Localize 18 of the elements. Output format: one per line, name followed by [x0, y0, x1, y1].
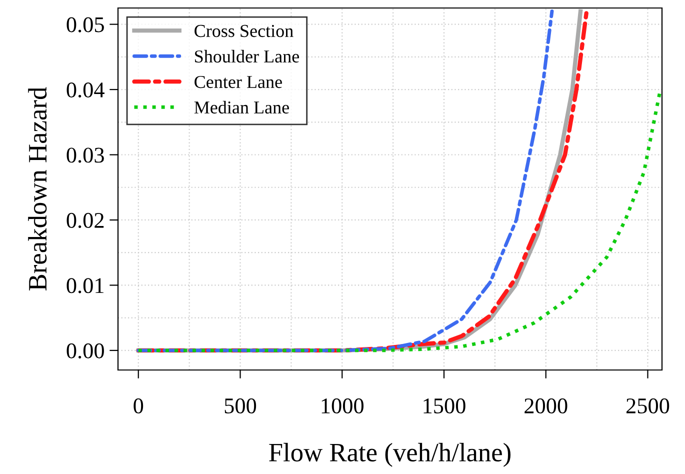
x-tick-label: 1000 [322, 398, 364, 414]
x-tick-label: 2500 [626, 398, 670, 414]
x-axis-title: Flow Rate (veh/h/lane) [269, 442, 510, 467]
y-tick-label: 0.04 [66, 82, 104, 98]
legend-label: Median Lane [194, 100, 289, 114]
legend-label: Center Lane [194, 76, 282, 88]
y-tick-label: 0.01 [66, 278, 104, 294]
x-tick-label: 2000 [524, 398, 568, 414]
x-tick-label: 500 [224, 398, 256, 414]
y-axis-title: Breakdown Hazard [28, 87, 47, 290]
y-tick-label: 0.03 [66, 148, 104, 163]
x-tick-label: 1500 [424, 398, 466, 414]
legend-label: Shoulder Lane [195, 50, 299, 63]
legend-label: Cross Section [194, 24, 294, 38]
x-tick-label: 0 [134, 398, 144, 414]
y-tick-label: 0.00 [66, 343, 104, 358]
y-tick-label: 0.05 [66, 17, 104, 32]
y-tick-label: 0.02 [66, 212, 104, 228]
